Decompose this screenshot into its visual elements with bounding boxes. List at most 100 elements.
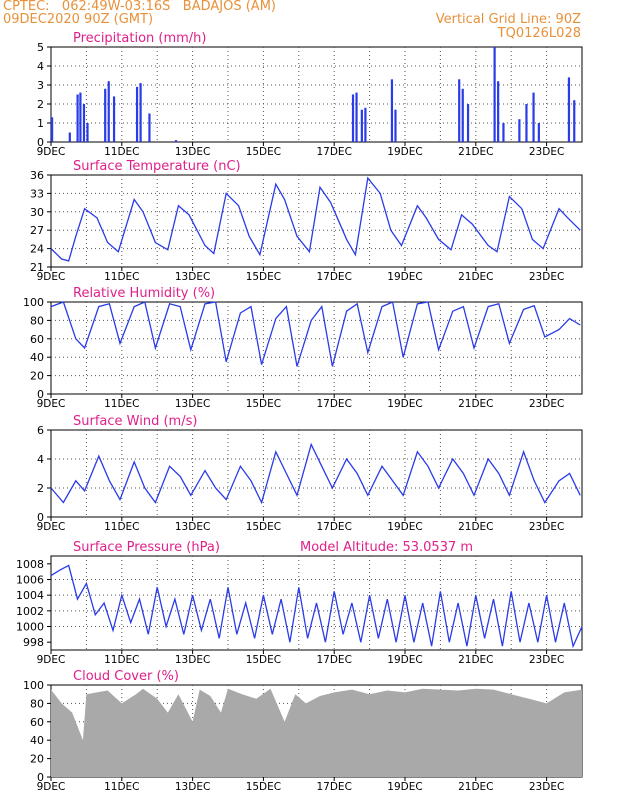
wind-xtick-label: 11DEC bbox=[104, 521, 139, 533]
cloud-xtick-label: 19DEC bbox=[387, 781, 422, 793]
wind-xtick-label: 15DEC bbox=[246, 521, 281, 533]
wind-xtick-label: 19DEC bbox=[387, 521, 422, 533]
precip-bar bbox=[394, 109, 397, 142]
wind-xtick-label: 13DEC bbox=[175, 521, 210, 533]
cloud-xtick-label: 9DEC bbox=[37, 781, 66, 793]
precip-bar bbox=[390, 79, 394, 142]
cloud-ytick-label: 80 bbox=[30, 697, 44, 710]
rh-ytick-label: 80 bbox=[30, 314, 44, 327]
rh-xtick-label: 17DEC bbox=[316, 398, 351, 410]
pres-ytick-label: 998 bbox=[23, 636, 44, 649]
precip-xtick-label: 19DEC bbox=[387, 146, 422, 158]
cloud-ytick-label: 0 bbox=[37, 771, 44, 784]
temp-xtick-label: 9DEC bbox=[37, 271, 66, 283]
temp-ytick-label: 33 bbox=[30, 187, 44, 200]
precip-bar bbox=[355, 92, 358, 142]
precip-bar bbox=[139, 83, 142, 142]
precip-xtick-label: 17DEC bbox=[316, 146, 351, 158]
precip-bar bbox=[525, 104, 528, 142]
pres-xtick-label: 11DEC bbox=[104, 654, 139, 666]
cloud-xtick-label: 23DEC bbox=[529, 781, 564, 793]
pres-xtick-label: 17DEC bbox=[316, 654, 351, 666]
temp-ytick-label: 30 bbox=[30, 206, 44, 219]
wind-xtick-label: 23DEC bbox=[529, 521, 564, 533]
precip-bar bbox=[107, 81, 110, 142]
precip-bar bbox=[364, 107, 367, 142]
precip-ytick-label: 1 bbox=[37, 117, 44, 130]
precip-ytick-label: 3 bbox=[37, 79, 44, 92]
precip-bar bbox=[174, 140, 178, 142]
wind-ytick-label: 6 bbox=[37, 424, 44, 437]
precip-bar bbox=[351, 94, 355, 142]
pres-xtick-label: 13DEC bbox=[175, 654, 210, 666]
pres-ytick-label: 1008 bbox=[16, 558, 44, 571]
precip-bar bbox=[82, 104, 86, 142]
wind-ytick-label: 2 bbox=[37, 482, 44, 495]
precip-title: Precipitation (mm/h) bbox=[73, 31, 206, 46]
temp-xtick-label: 19DEC bbox=[387, 271, 422, 283]
precip-bar bbox=[86, 123, 89, 142]
temp-frame bbox=[50, 174, 583, 268]
pres-xtick-label: 9DEC bbox=[37, 654, 66, 666]
rh-xtick-label: 21DEC bbox=[458, 398, 493, 410]
date-header: 09DEC2020 90Z (GMT) bbox=[3, 12, 154, 27]
temp-ytick-label: 36 bbox=[30, 169, 44, 182]
wind-line bbox=[50, 442, 581, 505]
station-header: CPTEC: 062:49W-03:16S BADAJOS (AM) bbox=[3, 0, 276, 14]
wind-frame bbox=[50, 429, 583, 518]
precip-bar bbox=[532, 92, 535, 142]
rh-ytick-label: 0 bbox=[37, 388, 44, 401]
precip-bar bbox=[537, 123, 540, 142]
temp-xtick-label: 11DEC bbox=[104, 271, 139, 283]
temp-xtick-label: 13DEC bbox=[175, 271, 210, 283]
temp-xtick-label: 17DEC bbox=[316, 271, 351, 283]
cloud-xtick-label: 13DEC bbox=[175, 781, 210, 793]
rh-xtick-label: 13DEC bbox=[175, 398, 210, 410]
precip-bar bbox=[51, 117, 54, 142]
precip-frame bbox=[50, 46, 583, 143]
precip-bar bbox=[148, 113, 151, 142]
precip-bar bbox=[493, 47, 496, 142]
cloud-xtick-label: 11DEC bbox=[104, 781, 139, 793]
pres-title: Surface Pressure (hPa) bbox=[73, 540, 220, 555]
precip-bar bbox=[135, 86, 139, 142]
pres-frame bbox=[50, 555, 583, 651]
rh-xtick-label: 23DEC bbox=[529, 398, 564, 410]
precip-bar bbox=[567, 77, 571, 142]
temp-xtick-label: 21DEC bbox=[458, 271, 493, 283]
precip-xtick-label: 15DEC bbox=[246, 146, 281, 158]
precip-bar bbox=[360, 109, 363, 142]
cloud-xtick-label: 17DEC bbox=[316, 781, 351, 793]
cloud-ytick-label: 60 bbox=[30, 716, 44, 729]
pres-ytick-label: 1004 bbox=[16, 589, 44, 602]
cloud-area bbox=[51, 688, 582, 777]
precip-bar bbox=[573, 100, 576, 142]
cloud-ytick-label: 40 bbox=[30, 734, 44, 747]
wind-xtick-label: 9DEC bbox=[37, 521, 66, 533]
temp-ytick-label: 27 bbox=[30, 224, 44, 237]
precip-bar bbox=[112, 96, 116, 142]
rh-title: Relative Humidity (%) bbox=[73, 286, 215, 301]
pres-xtick-label: 23DEC bbox=[529, 654, 564, 666]
precip-bar bbox=[466, 104, 470, 142]
wind-xtick-label: 17DEC bbox=[316, 521, 351, 533]
precip-xtick-label: 23DEC bbox=[529, 146, 564, 158]
precip-bar bbox=[461, 88, 464, 142]
rh-line bbox=[50, 301, 581, 367]
precip-bar bbox=[458, 79, 461, 142]
pres-ytick-label: 1006 bbox=[16, 574, 44, 587]
cloud-ytick-label: 100 bbox=[23, 679, 44, 692]
pres-xtick-label: 21DEC bbox=[458, 654, 493, 666]
pres-note: Model Altitude: 53.0537 m bbox=[300, 540, 473, 555]
pres-ytick-label: 1002 bbox=[16, 605, 44, 618]
temp-title: Surface Temperature (nC) bbox=[73, 159, 241, 174]
rh-ytick-label: 20 bbox=[30, 370, 44, 383]
rh-xtick-label: 15DEC bbox=[246, 398, 281, 410]
cloud-xtick-label: 15DEC bbox=[246, 781, 281, 793]
pres-line bbox=[50, 564, 583, 649]
precip-bar bbox=[518, 119, 521, 142]
temp-ytick-label: 21 bbox=[30, 261, 44, 274]
precip-ytick-label: 5 bbox=[37, 41, 44, 54]
wind-ytick-label: 0 bbox=[37, 511, 44, 524]
rh-ytick-label: 100 bbox=[23, 296, 44, 309]
